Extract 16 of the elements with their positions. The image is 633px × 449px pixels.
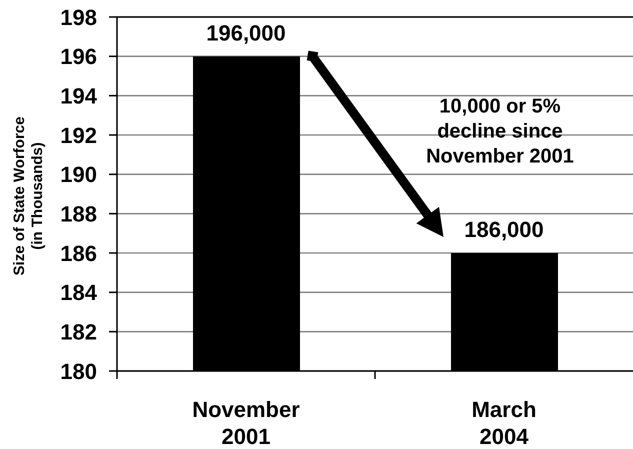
y-tick-label: 194	[60, 83, 98, 108]
annotation: 186,000	[464, 217, 544, 242]
y-tick-label: 196	[60, 44, 97, 70]
y-tick-label: 182	[60, 319, 97, 344]
annotation: 196,000	[206, 20, 286, 46]
y-tick-label: 186	[60, 240, 97, 266]
y-tick-label: 188	[60, 201, 97, 226]
y-tick-label: 184	[60, 280, 98, 306]
y-tick-label: 198	[60, 4, 97, 30]
x-tick-label: November 2001	[192, 397, 300, 449]
x-tick-label: March 2004	[472, 397, 536, 449]
y-tick-label: 190	[60, 162, 97, 188]
y-tick-label: 180	[60, 358, 97, 384]
annotation: 10,000 or 5% decline since November 2001	[426, 96, 574, 168]
y-axis-title: Size of State Worforce (in Thousands)	[11, 116, 46, 276]
y-tick-label: 192	[60, 122, 97, 148]
